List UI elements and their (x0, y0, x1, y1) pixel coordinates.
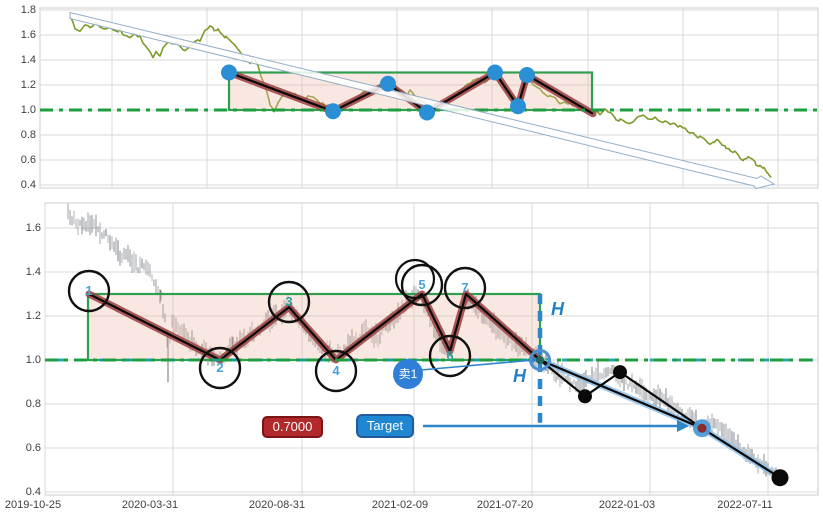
pivot-dot (221, 64, 237, 81)
pattern-point-label-7: 7 (461, 280, 469, 295)
swing-dot (613, 365, 627, 380)
overview-y-axis-label: 1.4 (20, 54, 36, 66)
x-axis-label: 2022-01-03 (598, 499, 656, 511)
pivot-dot (487, 64, 503, 81)
overview-y-axis-label: 1.8 (20, 4, 36, 16)
swing-dot (771, 469, 789, 487)
overview-panel-frame (39, 7, 819, 189)
main-y-axis-label: 1.6 (25, 222, 41, 234)
pivot-dot (510, 98, 526, 115)
pattern-point-label-4: 4 (332, 363, 340, 378)
target-point-core (697, 423, 707, 433)
main-y-axis-label: 1.4 (25, 266, 41, 278)
main-y-axis-label: 1.0 (25, 354, 41, 366)
overview-y-axis-label: 0.6 (20, 154, 36, 166)
pattern-point-label-3: 3 (285, 294, 293, 309)
pattern-point-ghost-circle (394, 258, 436, 300)
swing-dot (578, 389, 592, 404)
target-badge[interactable]: Target (356, 414, 414, 438)
pattern-point-label-5: 5 (418, 277, 426, 292)
x-axis-label: 2022-07-11 (717, 499, 773, 511)
pattern-point-label-2: 2 (216, 360, 224, 375)
overview-y-axis-label: 1.6 (20, 29, 36, 41)
x-axis-label: 2020-03-31 (121, 499, 179, 511)
pattern-point-circle[interactable] (428, 334, 472, 378)
target-arrowhead-icon (677, 420, 689, 432)
h-measure-upper-label: H (551, 299, 564, 319)
pivot-dot (380, 75, 396, 92)
overview-y-axis-label: 1.2 (20, 79, 36, 91)
main-y-axis-label: 0.8 (25, 398, 41, 410)
pattern-point-circle[interactable] (267, 280, 311, 324)
pattern-point-label-1: 1 (85, 283, 93, 298)
h-measure-lower-label: H (513, 366, 526, 386)
x-axis-label: 2021-02-09 (371, 499, 429, 511)
sell-pointer-line (420, 359, 535, 371)
pattern-point-circle[interactable] (314, 349, 358, 393)
projection-line (537, 357, 783, 481)
pattern-point-circle[interactable] (443, 266, 487, 310)
x-axis-label: 2019-10-25 (4, 499, 62, 511)
pattern-point-circle[interactable] (198, 346, 242, 390)
vertex-marker-core (536, 356, 544, 364)
pivot-dot (419, 104, 435, 121)
pattern-point-circle[interactable] (400, 263, 444, 307)
x-axis-label: 2021-07-20 (476, 499, 534, 511)
main-y-axis-label: 0.6 (25, 442, 41, 454)
overview-y-axis-label: 0.4 (20, 179, 36, 191)
main-y-axis-label: 1.2 (25, 310, 41, 322)
price-target-badge[interactable]: 0.7000 (262, 416, 323, 438)
pivot-dot (519, 67, 535, 83)
projection-line-core (539, 358, 703, 430)
trend-channel-arrow[interactable] (69, 11, 776, 190)
x-axis-label: 2020-08-31 (248, 499, 306, 511)
pivot-dot (325, 103, 341, 120)
pattern-point-circle[interactable] (67, 269, 111, 313)
main-y-axis-label: 0.4 (25, 486, 41, 498)
overview-y-axis-label: 1.0 (20, 104, 36, 116)
sell-signal-badge[interactable]: 卖1 (393, 359, 423, 389)
overview-y-axis-label: 0.8 (20, 129, 36, 141)
pattern-point-label-6: 6 (446, 348, 454, 363)
vertex-marker[interactable] (529, 349, 551, 371)
